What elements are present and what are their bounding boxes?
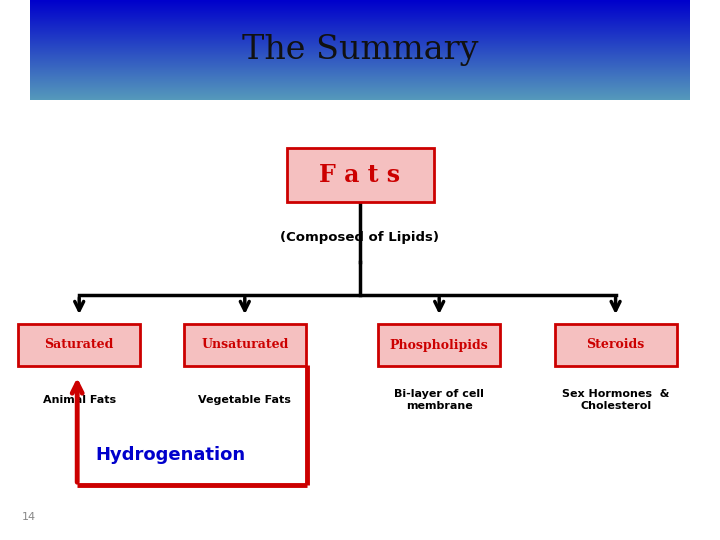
Text: Steroids: Steroids (587, 339, 644, 352)
Text: Vegetable Fats: Vegetable Fats (199, 395, 291, 405)
Text: F a t s: F a t s (320, 163, 400, 187)
FancyBboxPatch shape (18, 324, 140, 366)
Text: Phospholipids: Phospholipids (390, 339, 489, 352)
FancyBboxPatch shape (378, 324, 500, 366)
Text: Bi-layer of cell
membrane: Bi-layer of cell membrane (395, 389, 484, 411)
Text: Sex Hormones  &
Cholesterol: Sex Hormones & Cholesterol (562, 389, 670, 411)
Text: Hydrogenation: Hydrogenation (95, 446, 246, 464)
Text: Animal Fats: Animal Fats (42, 395, 116, 405)
Text: (Composed of Lipids): (Composed of Lipids) (281, 232, 439, 245)
Text: Saturated: Saturated (45, 339, 114, 352)
Text: Unsaturated: Unsaturated (201, 339, 289, 352)
FancyBboxPatch shape (554, 324, 677, 366)
FancyBboxPatch shape (287, 148, 433, 202)
Text: 14: 14 (22, 512, 36, 522)
FancyBboxPatch shape (184, 324, 306, 366)
Text: The Summary: The Summary (242, 34, 478, 66)
